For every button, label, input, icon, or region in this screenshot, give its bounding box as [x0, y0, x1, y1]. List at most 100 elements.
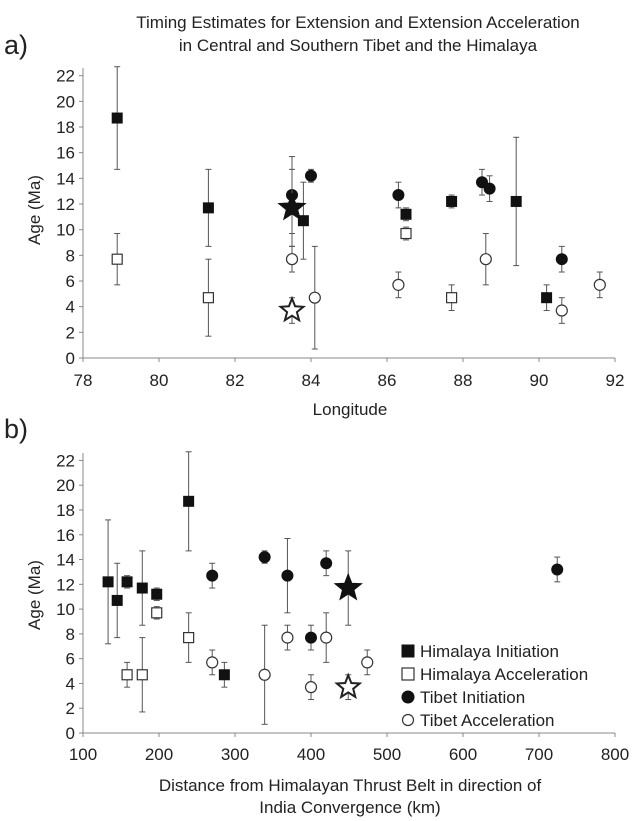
panel-a: a) Age (Ma) Longitude 0 2 4 6 8 10 12 14 16 18 20 2… — [4, 30, 624, 419]
panel-a-point-himalaya-initiation — [541, 292, 553, 304]
panel-b-point-himalaya-initiation — [121, 576, 133, 588]
panel-b-point-himalaya-initiation — [136, 582, 148, 594]
panel-b-y-tick-label: 4 — [66, 674, 75, 693]
panel-a-point-himalaya-acceleration — [111, 253, 123, 265]
panel-b-star-open-marker — [334, 672, 363, 700]
panel-b-x-tick-label: 200 — [145, 745, 173, 764]
panel-b-x-axis-label-line-2: India Convergence (km) — [259, 798, 440, 817]
legend-marker-tibet-initiation — [401, 690, 415, 704]
panel-a-point-himalaya-initiation — [297, 215, 309, 227]
legend: Himalaya Initiation Himalaya Acceleratio… — [401, 642, 588, 730]
panel-b-point-himalaya-acceleration — [183, 632, 195, 644]
panel-a-point-tibet-initiation — [483, 182, 496, 195]
panel-b-point-himalaya-acceleration — [151, 607, 163, 619]
panel-b-point-himalaya-initiation — [218, 669, 230, 681]
legend-marker-himalaya-acceleration — [401, 667, 415, 681]
panel-a-y-axis-label: Age (Ma) — [25, 175, 44, 245]
panel-a-point-tibet-acceleration — [479, 253, 492, 266]
panel-b-y-tick-label: 2 — [66, 699, 75, 718]
panel-a-star-filled-marker — [277, 192, 307, 221]
panel-b-point-tibet-acceleration — [281, 631, 294, 644]
panel-a-point-himalaya-acceleration — [202, 292, 214, 304]
panel-a-x-tick-label: 90 — [530, 371, 549, 390]
panel-a-x-tick-label: 80 — [150, 371, 169, 390]
panel-a-y-tick-label: 8 — [66, 246, 75, 265]
panel-b-point-tibet-acceleration — [320, 631, 333, 644]
panel-a-y-tick-label: 12 — [56, 195, 75, 214]
panel-a-point-himalaya-initiation — [510, 195, 522, 207]
panel-a-point-tibet-acceleration — [308, 291, 321, 304]
panel-a-x-tick-label: 78 — [74, 371, 93, 390]
panel-a-point-tibet-acceleration — [555, 304, 568, 317]
chart-title-line-1: Timing Estimates for Extension and Exten… — [136, 13, 579, 32]
panel-a-point-tibet-initiation — [305, 169, 317, 182]
panel-b: b) Age (Ma) Distance from Himalayan Thru… — [4, 414, 629, 817]
panel-b-point-tibet-acceleration — [206, 656, 219, 669]
panel-a-point-tibet-initiation — [476, 176, 488, 189]
panel-a-x-tick-label: 82 — [226, 371, 245, 390]
panel-a-y-tick-label: 6 — [66, 272, 75, 291]
panel-b-x-tick-label: 100 — [69, 745, 97, 764]
panel-a-y-tick-label: 10 — [56, 221, 75, 240]
panel-a-x-tick-label: 84 — [302, 371, 321, 390]
panel-b-point-tibet-acceleration — [258, 668, 271, 681]
panel-b-point-tibet-acceleration — [304, 681, 318, 694]
panel-b-y-tick-label: 18 — [56, 501, 75, 520]
panel-b-y-tick-label: 22 — [56, 451, 75, 470]
panel-b-y-tick-label: 0 — [66, 724, 75, 743]
legend-label-himalaya-initiation: Himalaya Initiation — [420, 642, 559, 661]
panel-a-point-himalaya-initiation — [111, 112, 123, 124]
panel-a-x-tick-label: 86 — [378, 371, 397, 390]
panel-a-point-himalaya-initiation — [202, 202, 214, 214]
panel-b-point-tibet-initiation — [305, 631, 317, 644]
panel-a-point-tibet-acceleration — [285, 253, 299, 266]
panel-a-x-tick-label: 92 — [606, 371, 625, 390]
panel-a-label: a) — [4, 30, 28, 60]
legend-label-tibet-initiation: Tibet Initiation — [420, 688, 525, 707]
panel-b-y-tick-label: 20 — [56, 476, 75, 495]
panel-b-point-tibet-acceleration — [361, 656, 374, 669]
panel-b-point-himalaya-initiation — [183, 495, 195, 507]
panel-a-y-tick-label: 0 — [66, 349, 75, 368]
panel-a-y-tick-label: 20 — [56, 92, 75, 111]
panel-b-point-tibet-initiation — [551, 563, 564, 576]
panel-b-point-himalaya-initiation — [102, 576, 114, 588]
panel-b-point-himalaya-acceleration — [136, 669, 148, 681]
panel-b-y-axis-label: Age (Ma) — [25, 560, 44, 630]
panel-b-y-tick-label: 10 — [56, 600, 75, 619]
panel-a-y-tick-label: 22 — [56, 67, 75, 86]
panel-a-point-himalaya-initiation — [400, 208, 412, 220]
panel-b-x-tick-label: 800 — [601, 745, 629, 764]
panel-a-y-tick-label: 14 — [56, 169, 75, 188]
panel-b-x-tick-label: 300 — [221, 745, 249, 764]
panel-a-point-tibet-initiation — [555, 253, 568, 266]
panel-b-point-himalaya-initiation — [151, 588, 163, 600]
panel-b-x-tick-label: 500 — [373, 745, 401, 764]
panel-b-x-tick-label: 600 — [449, 745, 477, 764]
panel-b-x-tick-label: 400 — [297, 745, 325, 764]
panel-b-y-tick-label: 14 — [56, 551, 75, 570]
legend-marker-tibet-acceleration — [401, 713, 415, 727]
panel-b-point-tibet-initiation — [281, 569, 294, 582]
panel-b-star-filled-marker — [333, 572, 363, 601]
panel-b-point-tibet-initiation — [258, 551, 271, 564]
panel-b-point-tibet-initiation — [320, 557, 333, 570]
panel-b-y-tick-label: 12 — [56, 575, 75, 594]
panel-b-x-tick-label: 700 — [525, 745, 553, 764]
panel-a-point-tibet-initiation — [392, 189, 405, 202]
panel-b-point-tibet-initiation — [206, 569, 219, 582]
panel-a-y-tick-label: 2 — [66, 323, 75, 342]
panel-b-y-tick-label: 16 — [56, 526, 75, 545]
panel-b-point-himalaya-acceleration — [121, 669, 133, 681]
panel-a-point-himalaya-acceleration — [446, 292, 458, 304]
panel-a-star-open-marker — [277, 295, 307, 323]
panel-b-label: b) — [4, 414, 28, 444]
panel-a-y-tick-label: 4 — [66, 298, 75, 317]
panel-a-y-tick-label: 18 — [56, 118, 75, 137]
legend-label-himalaya-acceleration: Himalaya Acceleration — [420, 665, 588, 684]
legend-marker-himalaya-initiation — [401, 644, 415, 658]
panel-b-point-himalaya-initiation — [111, 594, 123, 606]
panel-b-x-axis-label-line-1: Distance from Himalayan Thrust Belt in d… — [159, 776, 542, 795]
panel-a-x-tick-label: 88 — [454, 371, 473, 390]
